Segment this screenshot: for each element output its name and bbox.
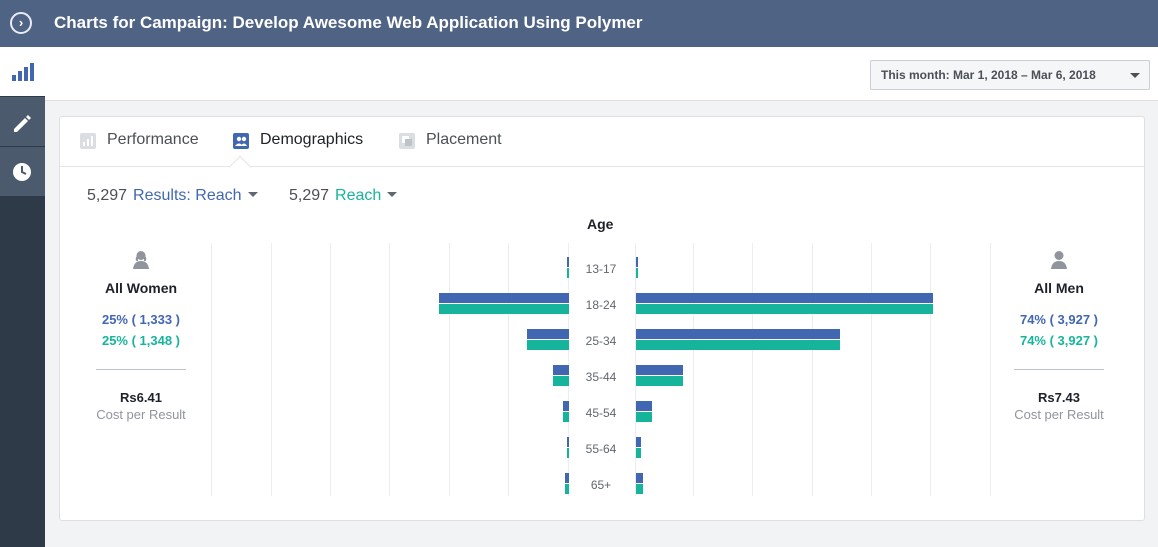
women-reach-bar[interactable] — [439, 304, 569, 314]
grid-line — [508, 243, 509, 496]
metric-reach-value: 5,297 — [289, 187, 330, 204]
men-reach-value: 74% ( 3,927 ) — [1019, 333, 1099, 348]
men-results-bar[interactable] — [636, 401, 652, 411]
women-reach-bar[interactable] — [565, 484, 569, 494]
women-cost-label: Cost per Result — [96, 407, 186, 422]
women-cost-value: Rs6.41 — [120, 390, 162, 405]
men-reach-bar[interactable] — [636, 376, 683, 386]
clock-icon — [13, 163, 31, 181]
grid-line — [990, 243, 991, 496]
sidebar — [0, 47, 45, 547]
metric-reach-dropdown[interactable]: 5,297 Reach — [289, 187, 398, 205]
page-title: Charts for Campaign: Develop Awesome Web… — [54, 13, 643, 32]
expand-sidebar-icon[interactable]: › — [10, 12, 32, 34]
grid-line — [330, 243, 331, 496]
men-label: All Men — [1034, 280, 1084, 296]
women-reach-bar[interactable] — [567, 268, 569, 278]
metric-results-dropdown[interactable]: 5,297 Results: Reach — [87, 187, 258, 205]
date-range-dropdown[interactable]: This month: Mar 1, 2018 – Mar 6, 2018 — [870, 60, 1150, 90]
tab-bar: Performance Demographics Placement — [60, 117, 1144, 167]
chart-axis-title: Age — [587, 216, 614, 232]
men-reach-bar[interactable] — [636, 304, 933, 314]
grid-line — [693, 243, 694, 496]
top-bar: › Charts for Campaign: Develop Awesome W… — [0, 0, 1158, 47]
women-results-bar[interactable] — [565, 473, 569, 483]
age-label: 45-54 — [585, 406, 617, 420]
grid-line — [449, 243, 450, 496]
men-cost-value: Rs7.43 — [1038, 390, 1080, 405]
women-reach-value: 25% ( 1,348 ) — [101, 333, 181, 348]
divider — [1014, 369, 1104, 370]
sidebar-item-edit[interactable] — [0, 97, 45, 146]
age-label: 65+ — [590, 478, 612, 492]
men-reach-bar[interactable] — [636, 340, 840, 350]
women-results-bar[interactable] — [527, 329, 569, 339]
tab-demographics-label: Demographics — [260, 131, 364, 148]
women-label: All Women — [104, 280, 178, 296]
women-reach-bar[interactable] — [527, 340, 569, 350]
date-range-label: This month: Mar 1, 2018 – Mar 6, 2018 — [881, 68, 1096, 82]
men-results-value: 74% ( 3,927 ) — [1019, 312, 1099, 327]
women-panel: All Women 25% ( 1,333 ) 25% ( 1,348 ) Rs… — [81, 250, 201, 422]
grid-line — [752, 243, 753, 496]
women-reach-bar[interactable] — [567, 448, 569, 458]
age-label: 55-64 — [585, 442, 617, 456]
men-reach-bar[interactable] — [636, 484, 643, 494]
grid-line — [211, 243, 212, 496]
woman-icon — [133, 251, 149, 269]
men-reach-bar[interactable] — [636, 412, 652, 422]
men-results-bar[interactable] — [636, 437, 641, 447]
metric-reach-label: Reach — [335, 187, 382, 204]
women-results-bar[interactable] — [553, 365, 569, 375]
metric-results-label: Results: Reach — [133, 187, 242, 204]
chevron-down-icon — [387, 192, 398, 197]
women-results-bar[interactable] — [563, 401, 569, 411]
age-label: 13-17 — [585, 262, 617, 276]
sidebar-item-charts[interactable] — [0, 47, 45, 96]
men-results-bar[interactable] — [636, 257, 638, 267]
men-results-bar[interactable] — [636, 329, 840, 339]
women-results-bar[interactable] — [567, 437, 569, 447]
age-label: 35-44 — [585, 370, 617, 384]
grid-line — [635, 243, 636, 496]
age-label: 25-34 — [585, 334, 617, 348]
grid-line — [812, 243, 813, 496]
men-cost-label: Cost per Result — [1014, 407, 1104, 422]
man-icon — [1051, 251, 1067, 269]
women-results-bar[interactable] — [567, 257, 569, 267]
tab-placement-label: Placement — [426, 131, 502, 148]
demographics-card: Performance Demographics Placement 5,297… — [59, 116, 1145, 521]
divider — [96, 369, 186, 370]
people-icon — [233, 133, 249, 149]
pencil-icon — [14, 115, 31, 132]
bar-chart-icon — [80, 133, 96, 149]
sidebar-item-history[interactable] — [0, 147, 45, 196]
women-reach-bar[interactable] — [563, 412, 569, 422]
men-results-bar[interactable] — [636, 473, 643, 483]
men-reach-bar[interactable] — [636, 268, 638, 278]
bar-chart-icon — [12, 63, 34, 81]
women-results-bar[interactable] — [439, 293, 569, 303]
metric-results-value: 5,297 — [87, 187, 128, 204]
tab-performance-label: Performance — [107, 131, 199, 148]
grid-line — [271, 243, 272, 496]
age-label: 18-24 — [585, 298, 617, 312]
men-results-bar[interactable] — [636, 293, 933, 303]
men-panel: All Men 74% ( 3,927 ) 74% ( 3,927 ) Rs7.… — [999, 250, 1119, 422]
women-results-value: 25% ( 1,333 ) — [101, 312, 181, 327]
grid-line — [930, 243, 931, 496]
placement-icon — [399, 133, 415, 149]
chevron-down-icon — [247, 192, 258, 197]
women-reach-bar[interactable] — [553, 376, 569, 386]
grid-line — [389, 243, 390, 496]
grid-line — [871, 243, 872, 496]
men-reach-bar[interactable] — [636, 448, 641, 458]
men-results-bar[interactable] — [636, 365, 683, 375]
chevron-down-icon — [1130, 73, 1140, 78]
